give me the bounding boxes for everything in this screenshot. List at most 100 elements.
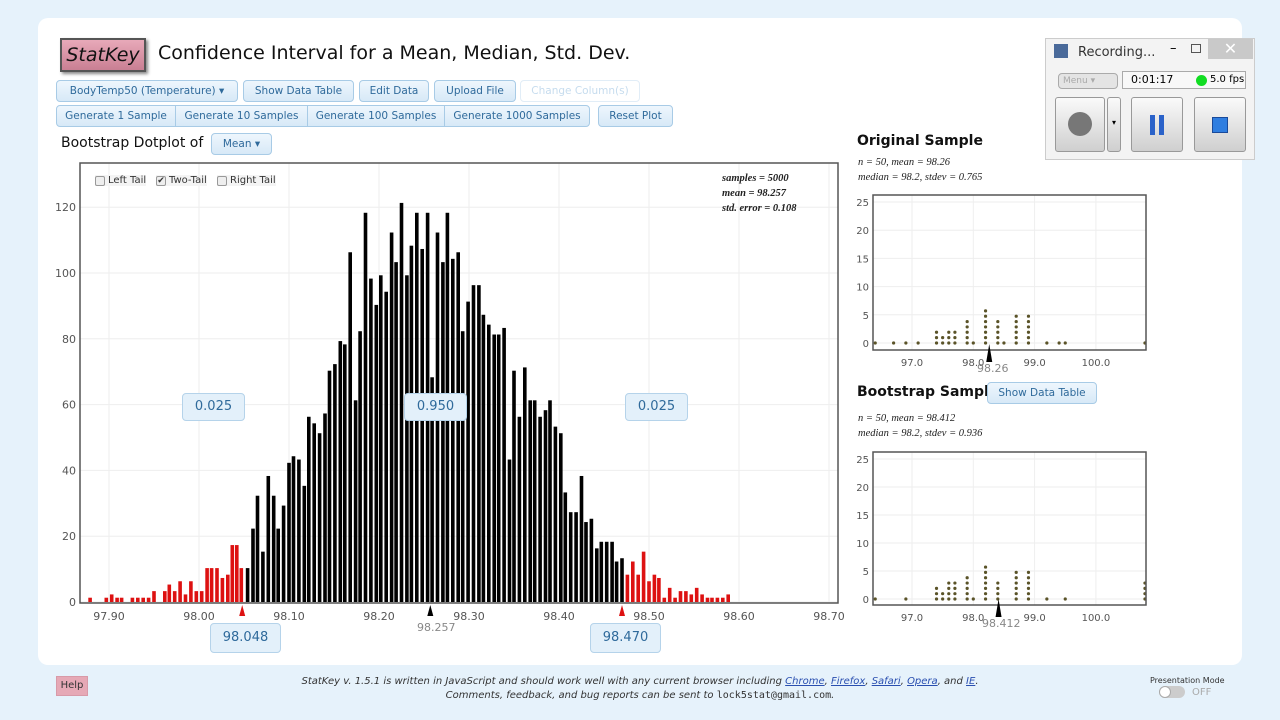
presentation-mode-toggle[interactable]: [1159, 686, 1185, 698]
dot-column: [266, 475, 271, 602]
sample-dot: [1026, 336, 1031, 340]
dot-column: [477, 285, 481, 602]
x-tick-label: 97.0: [901, 613, 923, 624]
generate-100-button[interactable]: Generate 100 Samples: [307, 105, 445, 127]
middle-proportion[interactable]: 0.950: [404, 393, 467, 421]
plot-frame: [79, 162, 839, 604]
dot-column: [614, 561, 619, 602]
sample-dot: [965, 325, 969, 329]
maximize-button[interactable]: [1191, 44, 1201, 53]
sample-dot: [983, 325, 988, 329]
help-button[interactable]: Help: [56, 676, 88, 696]
minimize-button[interactable]: –: [1170, 41, 1177, 56]
dataset-dropdown[interactable]: BodyTemp50 (Temperature) ▾: [56, 80, 238, 102]
firefox-link[interactable]: Firefox: [830, 676, 866, 687]
close-button[interactable]: ✕: [1208, 39, 1253, 59]
ie-link[interactable]: IE: [966, 676, 976, 687]
dot-column: [456, 252, 460, 602]
dot-column: [194, 591, 199, 602]
sample-dot: [934, 592, 939, 596]
right-tail-proportion[interactable]: 0.025: [625, 393, 688, 421]
dot-column: [384, 291, 388, 602]
sample-dot: [971, 341, 975, 345]
dot-column: [353, 400, 358, 602]
dot-column: [705, 597, 710, 602]
sample-dot: [947, 581, 951, 585]
chrome-link[interactable]: Chrome: [785, 676, 825, 687]
statistic-dropdown[interactable]: Mean ▾: [211, 133, 272, 155]
two-tail-checkbox[interactable]: ✔ Two-Tail: [156, 175, 207, 186]
dot-column: [678, 591, 683, 602]
x-tick-label: 99.0: [1023, 358, 1045, 369]
ci-lower-bound[interactable]: 98.048: [210, 623, 281, 653]
dot-column: [548, 400, 552, 602]
sample-dot: [1014, 570, 1018, 575]
sample-dot: [947, 592, 951, 596]
opera-link[interactable]: Opera: [907, 676, 938, 687]
sample-dot: [965, 330, 969, 334]
pause-button[interactable]: [1131, 97, 1183, 152]
presentation-mode-label: Presentation Mode: [1150, 676, 1225, 685]
dot-column: [647, 581, 651, 602]
reset-plot-button[interactable]: Reset Plot: [598, 105, 673, 127]
y-tick-label: 0: [863, 595, 869, 606]
dot-column: [239, 568, 244, 602]
dot-column: [610, 541, 614, 602]
dot-column: [471, 285, 476, 602]
ci-upper-bound[interactable]: 98.470: [590, 623, 661, 653]
generate-10-button[interactable]: Generate 10 Samples: [175, 105, 308, 127]
bootstrap-sample-stats: n = 50, mean = 98.412 median = 98.2, stde…: [858, 411, 982, 441]
sample-dot: [996, 592, 1000, 596]
record-button[interactable]: [1055, 97, 1105, 152]
sample-dot: [1014, 330, 1018, 334]
sample-dot: [934, 330, 939, 334]
dot-column: [152, 591, 156, 602]
sample-dot: [1045, 597, 1049, 601]
generate-1-button[interactable]: Generate 1 Sample: [56, 105, 176, 127]
dot-column: [307, 416, 311, 602]
show-data-table-button[interactable]: Show Data Table: [243, 80, 354, 102]
left-tail-proportion[interactable]: 0.025: [182, 393, 245, 421]
statkey-logo[interactable]: StatKey: [60, 38, 146, 72]
sample-dot: [1063, 597, 1067, 601]
dotplot-summary: samples = 5000 mean = 98.257 std. error …: [722, 171, 797, 216]
sample-dot: [1026, 576, 1031, 580]
original-sample-heading: Original Sample: [857, 133, 983, 149]
dot-column: [358, 331, 362, 602]
mean-marker-icon: [995, 599, 1002, 617]
stop-button[interactable]: [1194, 97, 1246, 152]
sample-dot: [1014, 581, 1018, 585]
dot-column: [430, 377, 434, 602]
dot-column: [230, 545, 235, 602]
x-tick-label: 98.40: [543, 610, 575, 623]
sample-dot: [1026, 330, 1031, 334]
bootstrap-show-data-table-button[interactable]: Show Data Table: [987, 382, 1097, 404]
dot-column: [532, 400, 537, 602]
dot-column: [689, 594, 694, 602]
left-tail-checkbox[interactable]: Left Tail: [95, 175, 147, 186]
marker-arrow-icon: [239, 605, 246, 616]
recording-time: 0:01:17: [1131, 73, 1174, 86]
y-tick-label: 100: [55, 267, 76, 280]
sample-dot: [965, 341, 969, 345]
dot-column: [604, 541, 609, 602]
x-tick-label: 98.0: [962, 613, 984, 624]
upload-file-button[interactable]: Upload File: [434, 80, 516, 102]
record-options-button[interactable]: ▾: [1107, 97, 1121, 152]
sample-dot: [996, 336, 1000, 340]
sample-dot: [983, 565, 988, 569]
right-tail-checkbox[interactable]: Right Tail: [217, 175, 276, 186]
sample-dot: [947, 597, 951, 601]
dot-column: [130, 597, 135, 602]
x-tick-label: 98.60: [723, 610, 755, 623]
dot-column: [451, 258, 455, 602]
dot-column: [297, 459, 301, 602]
generate-1000-button[interactable]: Generate 1000 Samples: [444, 105, 590, 127]
left-tail-label: Left Tail: [108, 175, 147, 186]
dot-column: [255, 495, 260, 602]
recorder-menu-dropdown[interactable]: Menu ▾: [1058, 73, 1118, 89]
safari-link[interactable]: Safari: [871, 676, 901, 687]
dot-column: [189, 581, 193, 602]
sample-dot: [983, 592, 988, 596]
edit-data-button[interactable]: Edit Data: [359, 80, 429, 102]
